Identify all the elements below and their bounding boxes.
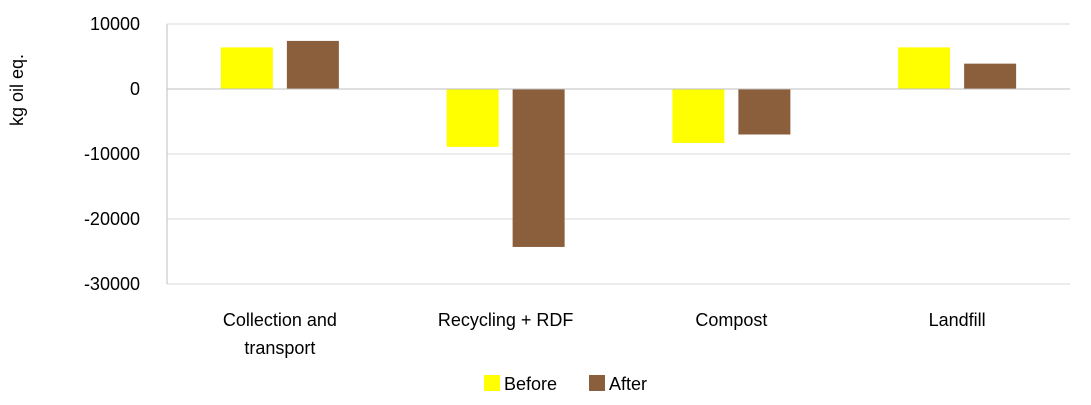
legend-item: Before [484,374,557,394]
y-tick-label: -20000 [84,209,140,229]
axes [166,24,1070,284]
legend-item: After [589,374,647,394]
y-tick-label: -10000 [84,144,140,164]
legend-swatch [589,375,605,391]
y-axis-label: kg oil eq. [7,54,27,126]
x-tick-label: Landfill [929,310,986,330]
legend-label: Before [504,374,557,394]
y-tick-labels: 10000 0 -10000 -20000 -30000 [84,14,140,294]
bar-after [286,40,339,89]
bar-before [446,89,499,147]
bar-before [672,89,725,143]
x-tick-label: Recycling + RDF [438,310,574,330]
x-tick-labels: Collection and transport Recycling + RDF Co… [223,310,986,358]
x-tick-label: Collection and [223,310,337,330]
legend-label: After [609,374,647,394]
x-tick-label: transport [244,338,315,358]
legend-swatch [484,375,500,391]
bar-after [964,63,1017,89]
y-tick-label: 0 [130,79,140,99]
bars [220,40,1017,247]
bar-before [898,47,951,89]
legend: Before After [484,374,647,394]
x-tick-label: Compost [695,310,767,330]
bar-after [512,89,565,247]
bar-after [738,89,791,135]
y-tick-label: 10000 [90,14,140,34]
y-tick-label: -30000 [84,274,140,294]
bar-before [220,47,273,89]
gridlines [167,23,1070,285]
